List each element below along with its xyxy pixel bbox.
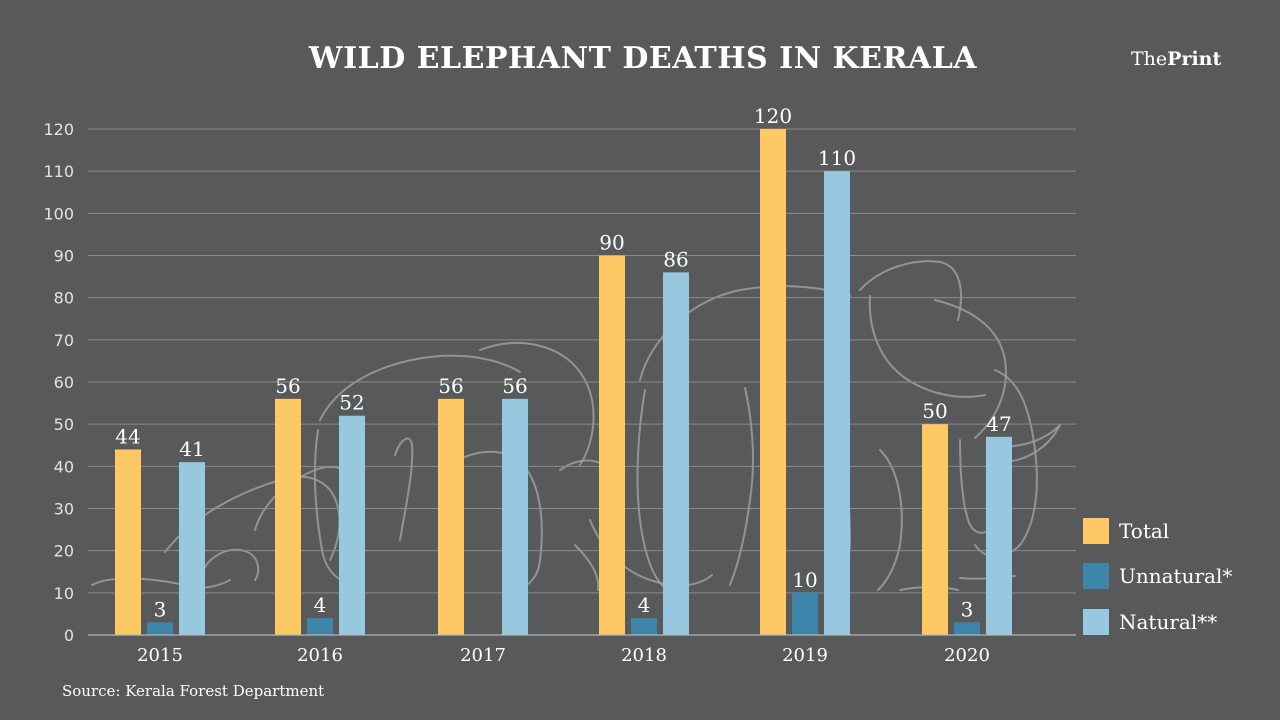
- data-label: 110: [818, 146, 856, 170]
- bar-natural-2016: [339, 415, 365, 635]
- y-tick-label: 10: [54, 584, 74, 603]
- legend-label: Total: [1119, 519, 1169, 543]
- data-label: 3: [961, 597, 974, 621]
- y-tick-label: 70: [54, 331, 74, 350]
- data-label: 4: [314, 593, 327, 617]
- bar-total-2015: [115, 449, 141, 635]
- bar-total-2018: [599, 255, 625, 635]
- brand-logo-light: The: [1131, 48, 1167, 70]
- legend-swatch: [1083, 563, 1109, 589]
- brand-logo-bold: Print: [1167, 48, 1221, 70]
- y-tick-label: 30: [54, 500, 74, 519]
- legend: Total Unnatural* Natural**: [1083, 518, 1232, 635]
- data-label: 120: [754, 104, 792, 128]
- x-axis: 2015 2016 2017 2018 2019 2020: [88, 634, 1076, 666]
- y-tick-label: 50: [54, 415, 74, 434]
- data-label: 86: [663, 247, 688, 271]
- y-tick-label: 120: [43, 120, 74, 139]
- chart-title: WILD ELEPHANT DEATHS IN KERALA: [308, 41, 977, 76]
- x-tick-label: 2015: [137, 645, 183, 666]
- data-label: 44: [115, 424, 140, 448]
- y-tick-label: 110: [43, 162, 74, 181]
- brand-logo: ThePrint: [1131, 48, 1221, 70]
- bar-unnatural-2019: [792, 592, 818, 635]
- bar-unnatural-2015: [147, 622, 173, 635]
- data-label: 4: [638, 593, 651, 617]
- data-label: 50: [922, 399, 947, 423]
- data-label: 56: [502, 374, 527, 398]
- elephant-illustration: [91, 260, 1061, 593]
- y-tick-label: 40: [54, 457, 74, 476]
- y-axis: 0 10 20 30 40 50 60 70 80 90 100 110 120: [43, 120, 74, 645]
- bar-natural-2019: [824, 171, 850, 635]
- data-label: 41: [179, 437, 204, 461]
- legend-label: Natural**: [1119, 610, 1217, 634]
- bar-unnatural-2020: [954, 622, 980, 635]
- data-label: 47: [986, 412, 1011, 436]
- x-tick-label: 2019: [782, 645, 828, 666]
- bar-natural-2015: [179, 462, 205, 635]
- bar-total-2019: [760, 129, 786, 635]
- bar-total-2020: [922, 424, 948, 635]
- bar-total-2016: [275, 398, 301, 635]
- y-tick-label: 20: [54, 542, 74, 561]
- bar-total-2017: [438, 398, 464, 635]
- bar-unnatural-2016: [307, 618, 333, 635]
- legend-swatch: [1083, 609, 1109, 635]
- data-label: 3: [154, 597, 167, 621]
- data-label: 10: [792, 568, 817, 592]
- bars: [115, 129, 1012, 635]
- y-tick-label: 0: [64, 626, 74, 645]
- x-tick-label: 2018: [621, 645, 667, 666]
- x-tick-label: 2017: [460, 645, 506, 666]
- y-tick-label: 60: [54, 373, 74, 392]
- x-tick-label: 2020: [944, 645, 990, 666]
- legend-swatch: [1083, 518, 1109, 544]
- y-tick-label: 80: [54, 289, 74, 308]
- bar-natural-2018: [663, 272, 689, 635]
- bar-unnatural-2018: [631, 618, 657, 635]
- gridlines: [88, 128, 1076, 594]
- y-tick-label: 100: [43, 204, 74, 223]
- bar-natural-2017: [502, 398, 528, 635]
- y-tick-label: 90: [54, 247, 74, 266]
- data-label: 90: [599, 231, 624, 255]
- data-label: 56: [275, 374, 300, 398]
- x-tick-label: 2016: [297, 645, 343, 666]
- source-note: Source: Kerala Forest Department: [62, 682, 324, 700]
- data-label: 56: [438, 374, 463, 398]
- data-label: 52: [339, 391, 364, 415]
- legend-label: Unnatural*: [1119, 564, 1232, 588]
- bar-natural-2020: [986, 436, 1012, 635]
